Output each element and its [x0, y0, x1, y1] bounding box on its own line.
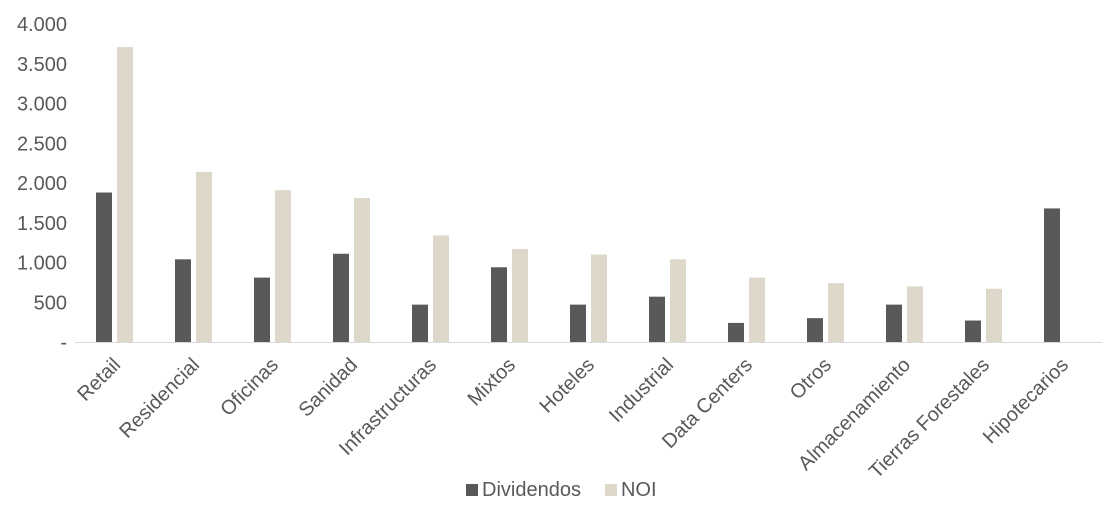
y-tick-label: 2.500 [17, 133, 67, 155]
legend-label: Dividendos [482, 479, 581, 501]
x-category-label: Hipotecarios [979, 354, 1073, 448]
y-tick-label: 2.000 [17, 173, 67, 195]
bar-noi [275, 190, 291, 342]
bar-noi [828, 283, 844, 342]
x-category-label: Oficinas [216, 354, 283, 421]
bar-dividendos [254, 277, 270, 342]
bar-dividendos [491, 267, 507, 342]
legend: Dividendos NOI [466, 479, 657, 501]
bar-dividendos [807, 318, 823, 342]
y-tick-label: 1.000 [17, 253, 67, 275]
bar-noi [986, 288, 1002, 342]
x-category-label: Industrial [605, 354, 678, 427]
x-category-label: Retail [73, 354, 125, 406]
bar-dividendos [333, 253, 349, 342]
bar-noi [196, 171, 212, 342]
bar-noi [591, 254, 607, 342]
x-category-label: Sanidad [295, 354, 362, 421]
x-category-label: Residencial [115, 354, 204, 443]
bar-noi [433, 235, 449, 342]
legend-swatch [466, 484, 478, 496]
y-axis: - 500 1.000 1.500 2.000 2.500 3.000 3.500 4.000 [17, 14, 67, 354]
bar-dividendos [728, 322, 744, 342]
bar-dividendos [965, 320, 981, 342]
bar-dividendos [175, 259, 191, 342]
x-category-label: Otros [786, 354, 836, 404]
bar-noi [907, 286, 923, 342]
bar-noi [354, 198, 370, 342]
bar-noi [670, 259, 686, 342]
y-tick-label: - [60, 332, 67, 354]
bar-noi [749, 277, 765, 342]
legend-swatch [604, 484, 617, 496]
bar-dividendos [570, 304, 586, 342]
bars [96, 47, 1060, 343]
bar-noi [117, 47, 133, 343]
y-tick-label: 3.500 [17, 54, 67, 76]
bar-noi [512, 248, 528, 342]
bar-dividendos [886, 304, 902, 342]
bar-dividendos [1044, 208, 1060, 342]
bar-dividendos [96, 192, 112, 342]
y-tick-label: 1.500 [17, 213, 67, 235]
x-category-label: Hoteles [536, 354, 600, 418]
x-category-label: Mixtos [464, 354, 520, 410]
y-tick-label: 3.000 [17, 94, 67, 116]
bar-dividendos [412, 304, 428, 342]
legend-label: NOI [621, 479, 657, 501]
y-tick-label: 500 [34, 292, 67, 314]
bar-dividendos [649, 296, 665, 342]
y-tick-label: 4.000 [17, 14, 67, 36]
